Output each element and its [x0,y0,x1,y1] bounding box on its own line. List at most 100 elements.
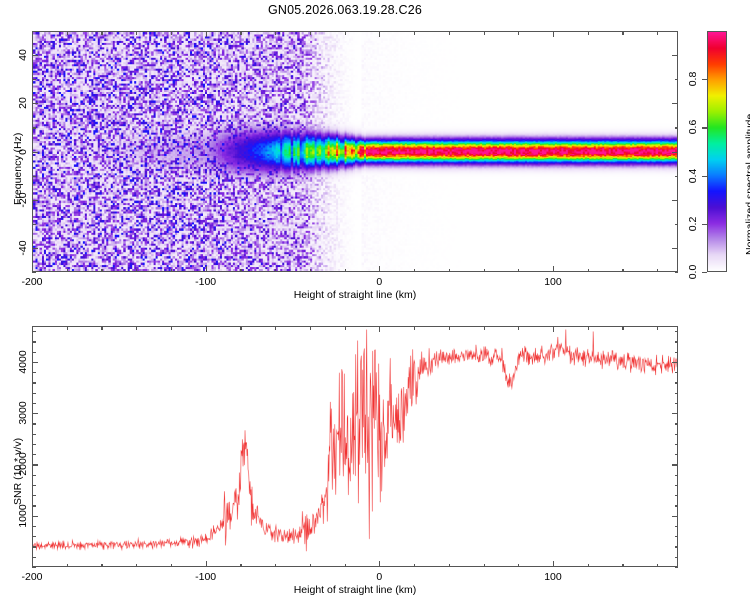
axis-tick [275,326,277,330]
axis-tick [32,361,38,364]
axis-tick [587,268,589,272]
axis-tick [205,326,207,332]
y-tick-label: -40 [17,240,29,256]
colorbar-tick-label: 0.2 [687,216,699,232]
axis-tick [275,563,277,567]
axis-tick [674,567,678,569]
axis-tick [32,31,36,33]
axis-tick [674,351,678,353]
axis-tick [32,443,36,446]
axis-tick [32,402,36,405]
axis-tick [32,247,38,250]
axis-tick [674,382,678,384]
axis-tick [518,326,520,330]
x-tick-label: 0 [376,571,383,583]
axis-tick [379,561,381,567]
axis-tick [448,563,450,567]
axis-tick [672,515,678,517]
axis-tick [32,351,36,353]
axis-tick [674,372,678,374]
axis-tick [32,372,36,374]
axis-tick [32,55,38,57]
axis-tick [483,326,485,330]
axis-tick [674,495,678,497]
colorbar-tick [702,223,707,225]
axis-tick [674,484,678,487]
axis-tick [32,31,34,37]
axis-tick [32,382,36,384]
axis-tick [32,199,38,201]
axis-tick [32,79,36,81]
colorbar-tick-label: 0.4 [687,168,699,183]
y-tick-label: 40 [17,49,29,61]
axis-tick [205,31,207,37]
axis-tick [205,266,207,272]
spectrogram-y-axis-title: Frequency (Hz) [12,132,24,205]
axis-tick [674,341,678,343]
colorbar-tick-label: 0.6 [687,120,699,135]
colorbar [707,31,727,272]
axis-tick [32,433,36,435]
axis-tick [344,563,346,567]
axis-tick [674,536,678,538]
spectrogram-image [33,32,677,271]
axis-tick [32,536,36,538]
axis-tick [32,223,36,225]
spectrogram-panel [32,31,678,272]
axis-tick [32,515,38,517]
axis-tick [275,31,277,35]
axis-tick [240,268,242,272]
axis-tick [32,331,36,333]
axis-tick [32,341,36,343]
colorbar-tick-label: 0.8 [687,71,699,87]
axis-tick [674,433,678,435]
colorbar-title: Normalized spectral amplitude [744,113,750,255]
axis-tick [32,561,34,567]
axis-tick [240,31,242,35]
axis-tick [170,31,173,35]
axis-tick [518,268,520,272]
axis-tick [32,484,36,487]
axis-tick [483,268,485,272]
axis-tick [518,31,520,35]
axis-tick [240,326,242,330]
colorbar-tick-label: 0.0 [687,264,699,280]
axis-tick [672,151,678,153]
axis-tick [552,31,555,37]
axis-tick [136,563,138,567]
x-tick-label: -100 [195,276,217,288]
axis-tick [672,103,678,105]
axis-tick [275,268,277,272]
axis-tick [672,464,678,466]
axis-tick [657,31,659,35]
colorbar-tick [702,175,707,177]
y-tick-label: 20 [17,97,29,110]
axis-tick [672,413,678,415]
snr-y-axis-title: SNR (10 * v/v) [12,437,24,505]
axis-tick [672,247,678,250]
snr-panel [32,326,678,567]
axis-tick [483,563,485,567]
axis-tick [518,563,520,567]
axis-tick [240,563,242,567]
colorbar-tick [702,127,707,129]
axis-tick [674,223,678,225]
axis-tick [674,175,678,177]
snr-x-axis-title: Height of straight line (km) [293,584,417,596]
axis-tick [309,31,312,35]
axis-tick [32,266,34,272]
axis-tick [205,561,207,567]
axis-tick [101,31,103,35]
axis-tick [674,79,678,81]
axis-tick [657,563,659,567]
axis-tick [32,454,36,456]
axis-tick [309,326,312,330]
axis-tick [657,268,659,272]
axis-tick [101,268,103,272]
colorbar-tick [702,272,707,274]
axis-tick [32,392,36,394]
axis-tick [552,266,555,272]
axis-tick [448,326,450,330]
x-tick-label: 100 [544,571,562,583]
axis-tick [674,474,678,476]
